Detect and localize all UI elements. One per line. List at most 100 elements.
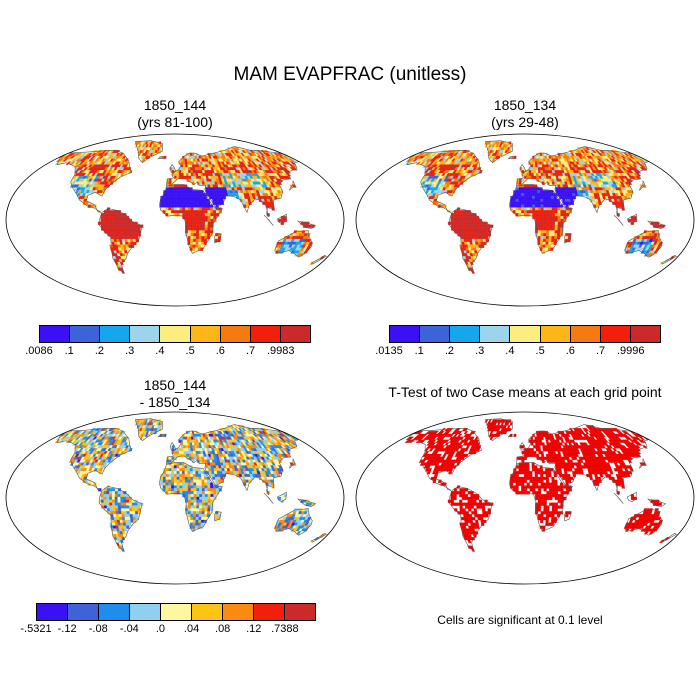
map-grid-cell	[210, 502, 214, 506]
map-grid-cell	[114, 218, 118, 223]
map-grid-cell	[190, 227, 194, 231]
map-grid-cell	[540, 218, 544, 223]
map-grid-cell	[109, 230, 114, 234]
map-grid-cell	[134, 502, 138, 506]
map-grid-cell	[523, 210, 528, 214]
map-grid-cell	[213, 213, 217, 217]
coastline-path	[520, 164, 527, 173]
map-grid-cell	[198, 198, 202, 202]
map-grid-cell	[545, 198, 549, 202]
map-grid-cell	[550, 244, 554, 248]
map-grid-cell	[200, 241, 205, 245]
map-grid-cell	[524, 175, 527, 180]
map-grid-cell	[174, 178, 177, 182]
map-grid-cell	[131, 227, 136, 231]
map-grid-cell	[187, 207, 192, 211]
map-grid-cell	[551, 204, 555, 208]
map-grid-cell	[467, 213, 471, 217]
map-grid-cell	[535, 227, 539, 231]
map-grid-cell	[126, 236, 131, 240]
map-grid-cell	[470, 224, 474, 228]
map-grid-cell	[123, 502, 127, 506]
map-grid-cell	[278, 496, 282, 501]
map-grid-cell	[190, 195, 194, 200]
map-grid-cell	[619, 198, 624, 202]
map-grid-cell	[123, 494, 127, 498]
map-grid-cell	[171, 468, 175, 472]
map-grid-cell	[173, 462, 177, 466]
map-grid-cell	[534, 198, 538, 202]
map-grid-cell	[518, 187, 522, 191]
map-grid-cell	[115, 233, 119, 237]
map-grid-cell	[120, 221, 124, 225]
map-grid-cell	[115, 227, 119, 231]
panel-2-title-case: 1850_134	[493, 97, 557, 113]
map-grid-cell	[129, 227, 133, 231]
map-grid-cell	[185, 207, 189, 211]
map-grid-cell	[184, 195, 188, 200]
map-grid-cell	[109, 505, 113, 509]
map-grid-cell	[551, 213, 556, 217]
map-grid-cell	[192, 468, 196, 472]
map-grid-cell	[636, 152, 644, 157]
map-grid-cell	[193, 224, 197, 228]
map-grid-cell	[207, 210, 211, 214]
map-grid-cell	[543, 230, 547, 234]
map-grid-cell	[123, 233, 128, 237]
map-grid-cell	[189, 468, 193, 472]
map-grid-cell	[176, 193, 180, 197]
map-grid-cell	[562, 198, 566, 202]
coastline-path	[214, 233, 222, 244]
map-grid-cell	[204, 482, 208, 486]
map-grid-cell	[195, 479, 200, 483]
map-grid-cell	[292, 433, 300, 437]
map-grid-cell	[114, 221, 118, 225]
map-grid-cell	[521, 178, 525, 182]
map-grid-cell	[187, 233, 191, 237]
map-grid-cell	[180, 442, 184, 446]
map-grid-cell	[179, 479, 183, 483]
map-grid-cell	[476, 233, 481, 237]
map-grid-cell	[515, 207, 519, 211]
map-grid-cell	[190, 502, 194, 506]
map-grid-cell	[453, 224, 457, 228]
map-grid-cell	[548, 238, 552, 243]
map-grid-cell	[523, 190, 527, 194]
map-data-layer	[54, 419, 326, 552]
map-grid-cell	[176, 465, 180, 469]
map-grid-cell	[543, 224, 547, 228]
map-grid-cell	[509, 204, 514, 208]
map-grid-cell	[512, 204, 516, 208]
map-grid-cell	[210, 491, 214, 495]
map-grid-cell	[204, 494, 209, 498]
map-grid-cell	[196, 227, 200, 231]
map-grid-cell	[565, 201, 569, 205]
map-grid-cell	[192, 241, 196, 245]
map-grid-cell	[190, 204, 194, 208]
coastline-path	[135, 140, 163, 164]
map-grid-cell	[198, 485, 203, 489]
map-grid-cell	[187, 473, 191, 478]
map-grid-cell	[123, 224, 127, 228]
map-grid-cell	[523, 198, 527, 202]
map-data-layer	[54, 141, 326, 274]
map-grid-cell	[200, 473, 205, 478]
map-grid-cell	[199, 494, 203, 498]
map-grid-cell	[453, 213, 457, 217]
map-grid-cell	[565, 210, 570, 214]
map-grid-cell	[526, 210, 530, 214]
map-grid-cell	[195, 238, 199, 243]
map-grid-cell	[204, 491, 208, 495]
map-grid-cell	[529, 184, 533, 188]
map-grid-cell	[126, 233, 131, 237]
map-grid-cell	[200, 193, 204, 197]
map-grid-cell	[123, 499, 127, 503]
map-grid-cell	[162, 198, 167, 202]
map-grid-cell	[543, 201, 547, 205]
map-grid-cell	[204, 204, 208, 208]
map-grid-cell	[518, 210, 522, 214]
map-grid-cell	[600, 198, 604, 202]
map-grid-cell	[192, 471, 196, 475]
map-grid-cell	[543, 218, 547, 223]
map-grid-cell	[106, 221, 110, 225]
